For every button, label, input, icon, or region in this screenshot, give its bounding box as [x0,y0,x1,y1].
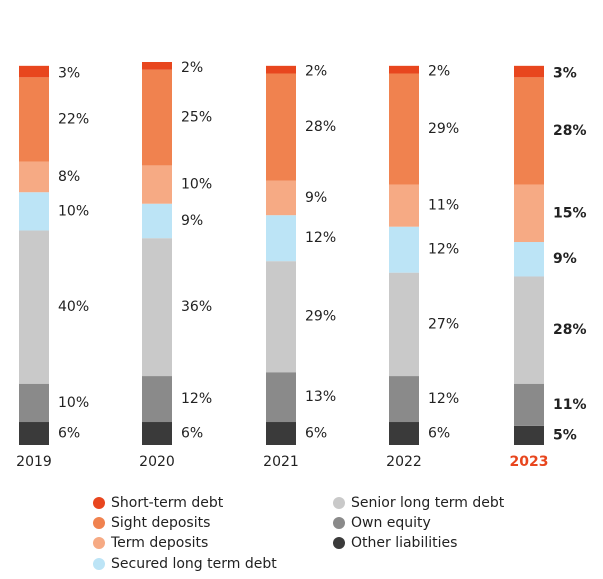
bar-segment [19,77,49,162]
value-label: 29% [305,309,336,325]
legend-label: Senior long term debt [351,495,505,511]
legend-marker [93,537,105,549]
bar-segment [19,192,49,231]
legend-marker [333,497,345,509]
bar-segment [19,161,49,193]
bar-segment [266,73,296,181]
bar-segment [142,238,172,377]
value-label: 13% [305,389,336,405]
x-tick-label: 2020 [139,454,175,470]
bar-segment [19,230,49,384]
x-tick-label: 2019 [16,454,52,470]
value-label: 36% [181,299,212,315]
legend-marker [93,497,105,509]
legend-marker [333,517,345,529]
value-label: 6% [428,426,450,442]
value-label: 12% [428,242,459,258]
value-label: 11% [553,397,587,413]
bar-segment [266,422,296,445]
value-label: 9% [553,251,577,267]
x-tick-label: 2021 [263,454,299,470]
value-label: 27% [428,316,459,332]
legend-label: Other liabilities [351,535,457,551]
value-label: 12% [305,230,336,246]
value-label: 6% [181,426,203,442]
bar-segment [514,425,544,445]
legend-label: Sight deposits [111,515,210,531]
legend-marker [333,537,345,549]
bar-segment [266,372,296,423]
value-label: 12% [428,391,459,407]
bar-segment [142,422,172,445]
bar-segment [514,77,544,185]
bar-segment [514,383,544,426]
x-tick-label: 2023 [510,454,549,470]
bar-segment [142,203,172,239]
bar-segment [19,383,49,423]
bar-segment [514,242,544,277]
value-label: 10% [181,177,212,193]
bar-segment [389,422,419,445]
bar-segment [514,276,544,384]
x-tick-label: 2022 [386,454,422,470]
legend-marker [93,558,105,570]
value-label: 11% [428,198,459,214]
bar-segment [19,422,49,445]
bar-segment [266,215,296,262]
bar-segment [142,376,172,423]
value-label: 28% [305,119,336,135]
bar-segment [266,261,296,373]
bar-segment [142,165,172,204]
bar-segment [514,65,544,78]
legend-label: Term deposits [110,535,208,551]
legend-label: Own equity [351,515,431,531]
legend-marker [93,517,105,529]
bar-segment [266,180,296,216]
value-label: 10% [58,395,89,411]
bar-segment [19,65,49,78]
bar-segment [266,65,296,74]
bar-segment [389,272,419,377]
value-label: 28% [553,123,587,139]
bar-segment [389,184,419,227]
value-label: 9% [181,213,203,229]
legend-label: Short-term debt [111,495,224,511]
value-label: 25% [181,110,212,126]
bar-segment [389,376,419,423]
value-label: 9% [305,190,327,206]
bar-segment [389,65,419,74]
value-label: 8% [58,169,80,185]
value-label: 10% [58,203,89,219]
bar-segment [389,73,419,185]
value-label: 22% [58,111,89,127]
bar-segment [389,226,419,273]
value-label: 6% [305,426,327,442]
bar-segment [142,69,172,166]
value-label: 3% [58,66,80,82]
value-label: 12% [181,391,212,407]
bar-segment [142,62,172,70]
value-label: 6% [58,426,80,442]
value-label: 28% [553,322,587,338]
value-label: 15% [553,205,587,221]
value-label: 40% [58,299,89,315]
value-label: 2% [181,60,203,76]
value-label: 5% [553,427,577,443]
legend-label: Secured long term debt [111,556,277,572]
value-label: 3% [553,66,577,82]
bar-segment [514,184,544,243]
value-label: 29% [428,121,459,137]
value-label: 2% [305,64,327,80]
value-label: 2% [428,64,450,80]
